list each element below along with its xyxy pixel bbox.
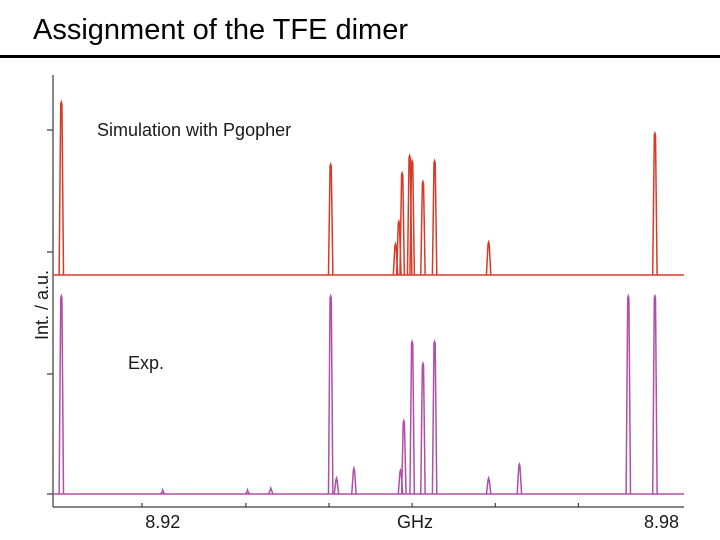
spectral-line (420, 360, 426, 495)
spectral-line (420, 178, 426, 276)
x-tick-labels: 8.92 8.98 (145, 512, 679, 532)
spectral-line (159, 487, 166, 495)
spectral-line (431, 338, 438, 495)
spectral-line (327, 293, 334, 495)
spectral-line (267, 485, 274, 495)
spectral-line (333, 475, 340, 495)
spectral-line (431, 158, 438, 276)
spectral-line (651, 130, 658, 276)
chart-traces (53, 99, 684, 495)
spectral-line (516, 461, 523, 495)
x-tick-label: 8.98 (644, 512, 679, 532)
series-experiment (53, 293, 684, 495)
spectral-line (351, 465, 357, 495)
spectral-line (625, 293, 632, 495)
slide-title: Assignment of the TFE dimer (33, 14, 409, 46)
x-tick-label: 8.92 (145, 512, 180, 532)
spectral-line (58, 293, 65, 495)
spectral-line (399, 170, 406, 276)
spectral-line (409, 338, 416, 495)
spectral-line (485, 239, 492, 276)
spectral-line (409, 158, 416, 276)
x-axis-label: GHz (397, 512, 433, 532)
spectral-line (58, 99, 65, 276)
panel-label-experiment: Exp. (128, 353, 164, 373)
chart-axes (47, 75, 684, 508)
panel-label-simulation: Simulation with Pgopher (97, 120, 291, 140)
spectral-line (244, 487, 251, 495)
spectral-line (485, 475, 492, 495)
series-simulation (53, 99, 684, 276)
spectral-line (651, 293, 658, 495)
spectral-line (327, 161, 334, 276)
y-axis-label: Int. / a.u. (32, 270, 52, 340)
spectral-line (400, 418, 407, 495)
title-divider (0, 55, 720, 58)
